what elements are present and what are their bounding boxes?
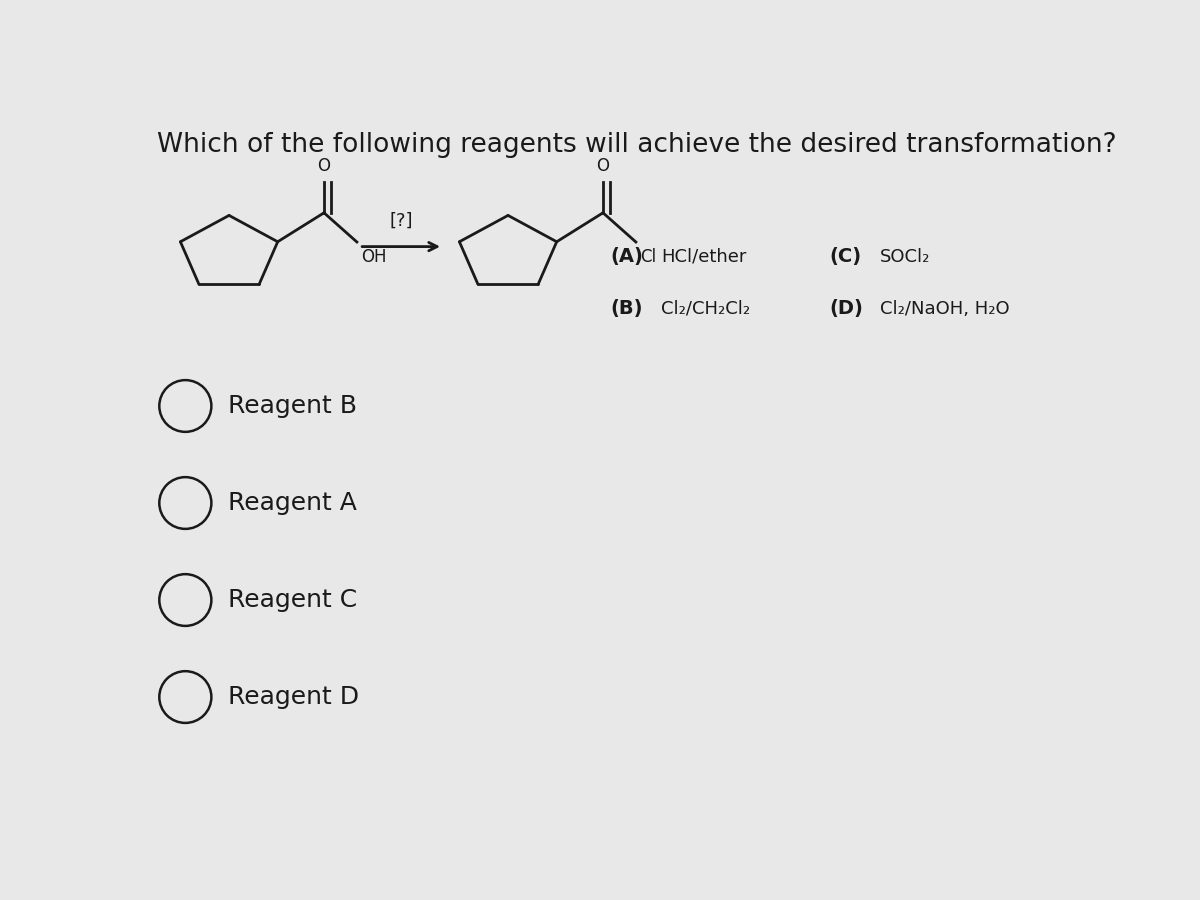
- Text: O: O: [596, 157, 610, 175]
- Text: (A): (A): [611, 248, 643, 266]
- Text: Reagent C: Reagent C: [228, 588, 358, 612]
- Text: HCl/ether: HCl/ether: [661, 248, 746, 266]
- Text: [?]: [?]: [389, 212, 413, 230]
- Text: Cl₂/CH₂Cl₂: Cl₂/CH₂Cl₂: [661, 300, 751, 318]
- Text: SOCl₂: SOCl₂: [880, 248, 930, 266]
- Text: Reagent D: Reagent D: [228, 685, 359, 709]
- Text: O: O: [318, 157, 330, 175]
- Text: Cl: Cl: [641, 248, 656, 266]
- Text: Cl₂/NaOH, H₂O: Cl₂/NaOH, H₂O: [880, 300, 1009, 318]
- Text: (C): (C): [829, 248, 862, 266]
- Text: OH: OH: [361, 248, 388, 266]
- Text: Which of the following reagents will achieve the desired transformation?: Which of the following reagents will ach…: [157, 132, 1117, 158]
- Text: (D): (D): [829, 300, 863, 319]
- Text: Reagent A: Reagent A: [228, 491, 356, 515]
- Text: (B): (B): [611, 300, 643, 319]
- Text: Reagent B: Reagent B: [228, 394, 358, 418]
